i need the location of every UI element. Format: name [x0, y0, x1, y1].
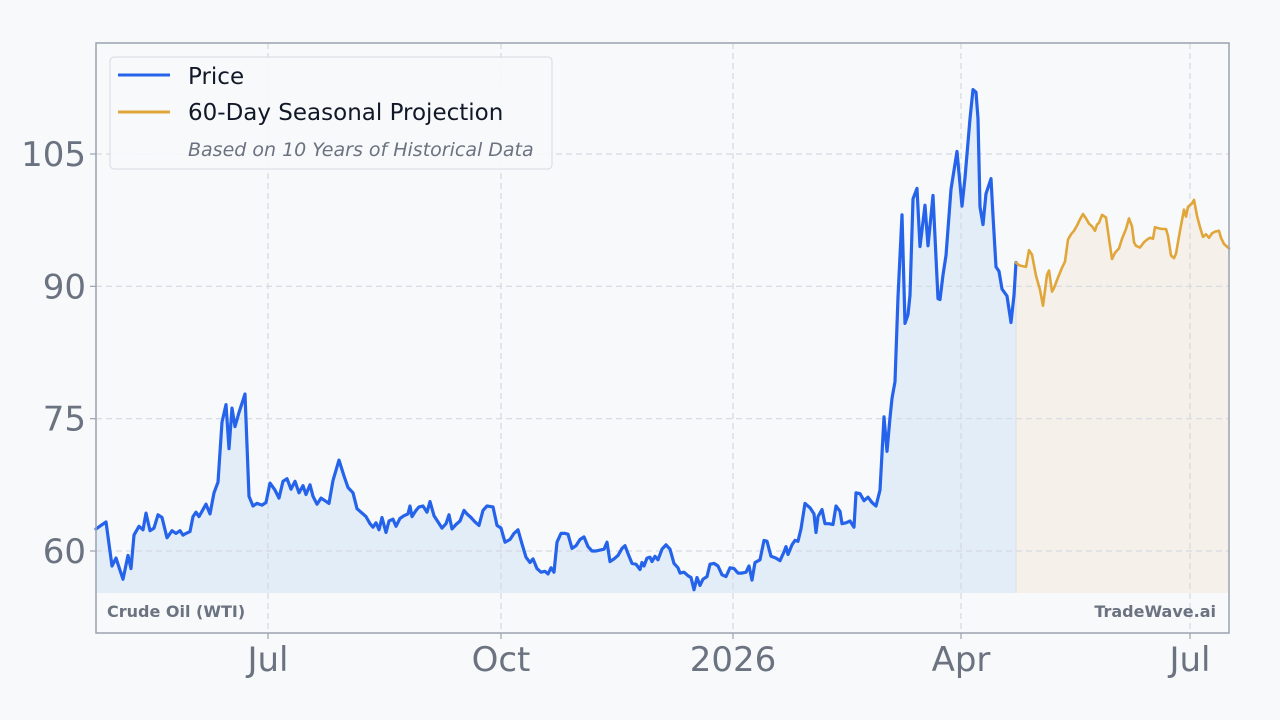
legend-box [109, 56, 553, 170]
x-tick-label: Oct [472, 640, 531, 680]
y-tick-label: 90 [43, 267, 86, 307]
y-axis: 60 75 90 105 [21, 135, 96, 572]
legend-price-label: Price [188, 64, 244, 90]
y-tick-label: 105 [21, 135, 86, 175]
price-line [94, 88, 1018, 592]
projection-line [1014, 198, 1231, 307]
projection-area-fill [1016, 199, 1229, 593]
x-tick-label: Jul [1167, 640, 1210, 680]
x-tick-label: Jul [245, 640, 288, 680]
legend-note: Based on 10 Years of Historical Data [188, 139, 534, 161]
x-tick-label: 2026 [690, 640, 777, 680]
instrument-label: Crude Oil (WTI) [107, 602, 245, 621]
series-lines [94, 88, 1231, 592]
area-fills [96, 89, 1229, 593]
x-tick-label: Apr [932, 640, 991, 680]
legend-projection-label: 60-Day Seasonal Projection [188, 100, 503, 126]
legend: Price 60-Day Seasonal Projection Based o… [109, 56, 553, 170]
y-tick-label: 60 [43, 532, 86, 572]
price-area-fill [96, 89, 1016, 593]
watermark-label: TradeWave.ai [1094, 602, 1216, 621]
plot-border [95, 42, 1230, 634]
x-axis: Jul Oct 2026 Apr Jul [245, 633, 1211, 680]
y-tick-label: 75 [43, 400, 86, 440]
